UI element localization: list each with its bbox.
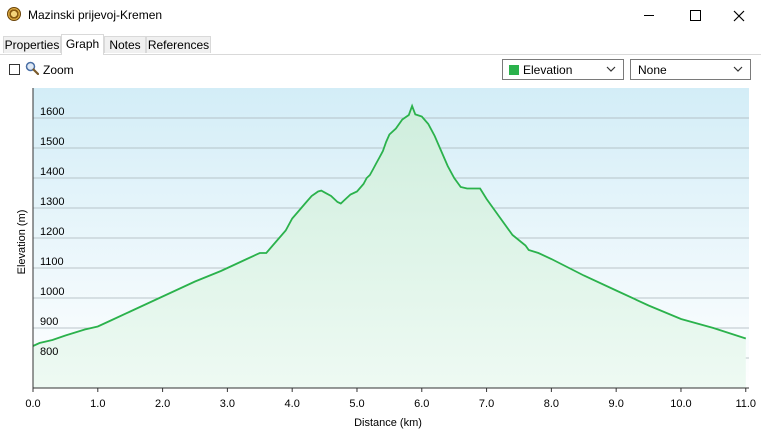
secondary-series-select[interactable]: None (630, 59, 751, 80)
axes (32, 88, 749, 392)
magnifier-icon (25, 61, 39, 75)
x-tick-label: 11.0 (735, 398, 756, 410)
tab-graph[interactable]: Graph (61, 34, 104, 55)
elevation-color-swatch (509, 65, 519, 75)
close-button[interactable] (716, 0, 761, 31)
elevation-area (33, 106, 746, 388)
zoom-checkbox[interactable] (9, 64, 20, 75)
x-tick-label: 7.0 (479, 398, 494, 410)
elevation-chart-svg: 800 900 1000 1100 1200 1300 1400 1500 1600 0.0 1.… (16, 88, 756, 429)
y-axis-label: Elevation (m) (16, 210, 28, 275)
elevation-line (32, 103, 747, 347)
x-tick-label: 1.0 (90, 398, 105, 410)
tab-references[interactable]: References (146, 36, 211, 53)
title-bar: Mazinski prijevoj-Kremen (0, 0, 761, 31)
chevron-down-icon (733, 66, 743, 72)
x-tick-label: 2.0 (155, 398, 170, 410)
x-tick-label: 9.0 (609, 398, 624, 410)
x-tick-labels: 0.0 1.0 2.0 3.0 4.0 5.0 6.0 7.0 8.0 9.0 10.0 11.0 (25, 398, 756, 410)
x-tick-label: 5.0 (349, 398, 364, 410)
elevation-chart: 800 900 1000 1100 1200 1300 1400 1500 1600 0.0 1.… (0, 85, 761, 439)
maximize-button[interactable] (672, 0, 718, 31)
close-icon (733, 10, 745, 21)
y-tick-label: 1400 (40, 166, 64, 178)
app-globe-icon (7, 7, 21, 21)
primary-select-value: Elevation (523, 63, 573, 77)
zoom-label: Zoom (43, 63, 74, 77)
window-title: Mazinski prijevoj-Kremen (28, 8, 163, 22)
maximize-icon (689, 10, 701, 21)
y-tick-label: 800 (40, 346, 58, 358)
y-tick-label: 1200 (40, 226, 64, 238)
x-tick-label: 8.0 (544, 398, 559, 410)
tab-properties[interactable]: Properties (3, 36, 61, 53)
secondary-select-value: None (638, 63, 667, 77)
y-tick-label: 900 (40, 316, 58, 328)
x-tick-label: 6.0 (414, 398, 429, 410)
y-tick-label: 1000 (40, 286, 64, 298)
y-tick-label: 1500 (40, 136, 64, 148)
graph-toolbar: Zoom Elevation None (0, 55, 761, 85)
tab-bar: Properties Graph Notes References (0, 34, 761, 55)
x-tick-label: 10.0 (670, 398, 691, 410)
x-tick-label: 3.0 (220, 398, 235, 410)
chevron-down-icon (606, 66, 616, 72)
minimize-button[interactable] (626, 0, 672, 31)
y-tick-label: 1300 (40, 196, 64, 208)
x-tick-label: 0.0 (25, 398, 40, 410)
primary-series-select[interactable]: Elevation (502, 59, 624, 80)
minimize-icon (644, 15, 654, 16)
x-tick-label: 4.0 (285, 398, 300, 410)
tab-notes[interactable]: Notes (104, 36, 146, 53)
y-tick-label: 1100 (40, 256, 64, 268)
y-tick-labels: 800 900 1000 1100 1200 1300 1400 1500 1600 (40, 106, 64, 358)
x-axis-label: Distance (km) (354, 417, 422, 429)
y-tick-label: 1600 (40, 106, 64, 118)
